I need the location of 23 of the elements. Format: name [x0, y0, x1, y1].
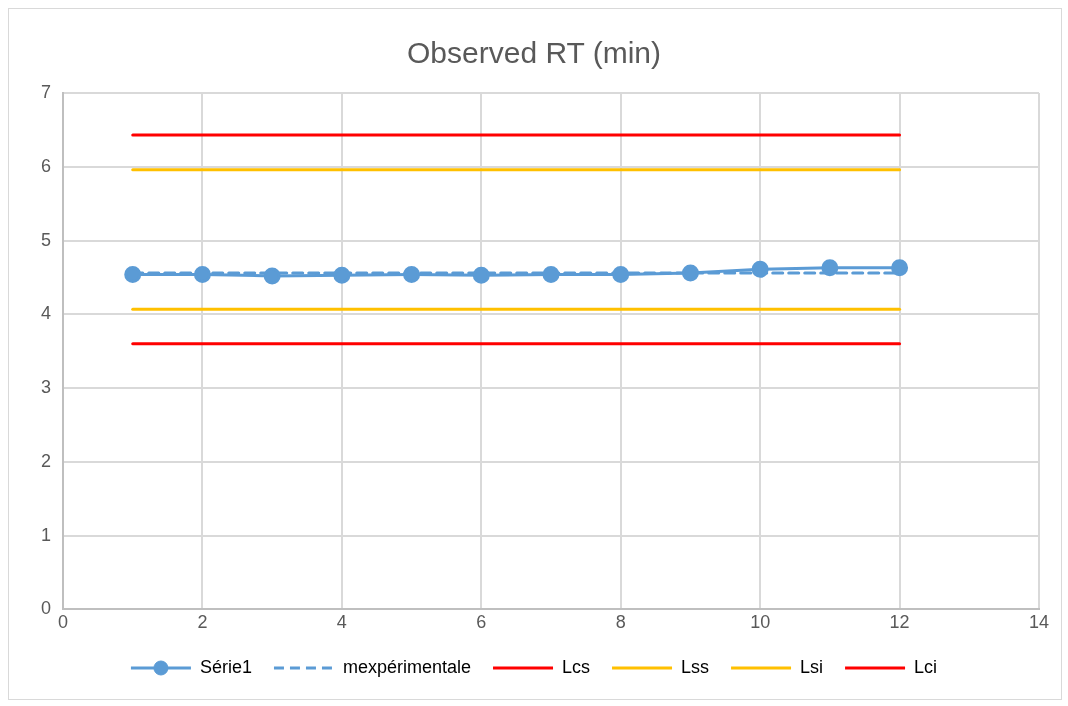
- x-tick-label: 2: [197, 612, 208, 633]
- y-tick-label: 0: [41, 598, 52, 619]
- legend-label: Lcs: [562, 656, 591, 677]
- x-tick-label: 12: [889, 612, 910, 633]
- x-tick-label: 14: [1028, 612, 1050, 633]
- x-tick-label: 8: [615, 612, 626, 633]
- x-tick-label: 6: [476, 612, 487, 633]
- legend-label: Lss: [681, 656, 710, 677]
- legend-label: Lsi: [800, 656, 824, 677]
- legend-label: mexpérimentale: [342, 656, 472, 677]
- y-tick-label: 5: [41, 229, 52, 250]
- y-tick-label: 7: [41, 81, 52, 102]
- y-tick-label: 4: [41, 303, 52, 324]
- legend-label: Lci: [914, 656, 938, 677]
- y-tick-label: 6: [41, 155, 52, 176]
- y-tick-label: 2: [41, 450, 52, 471]
- y-tick-label: 1: [41, 524, 52, 545]
- x-tick-label: 10: [750, 612, 771, 633]
- chart-title: Observed RT (min): [407, 36, 661, 70]
- x-tick-label: 4: [336, 612, 347, 633]
- legend-label: Série1: [199, 656, 252, 677]
- y-tick-label: 3: [41, 377, 52, 398]
- x-tick-label: 0: [58, 612, 69, 633]
